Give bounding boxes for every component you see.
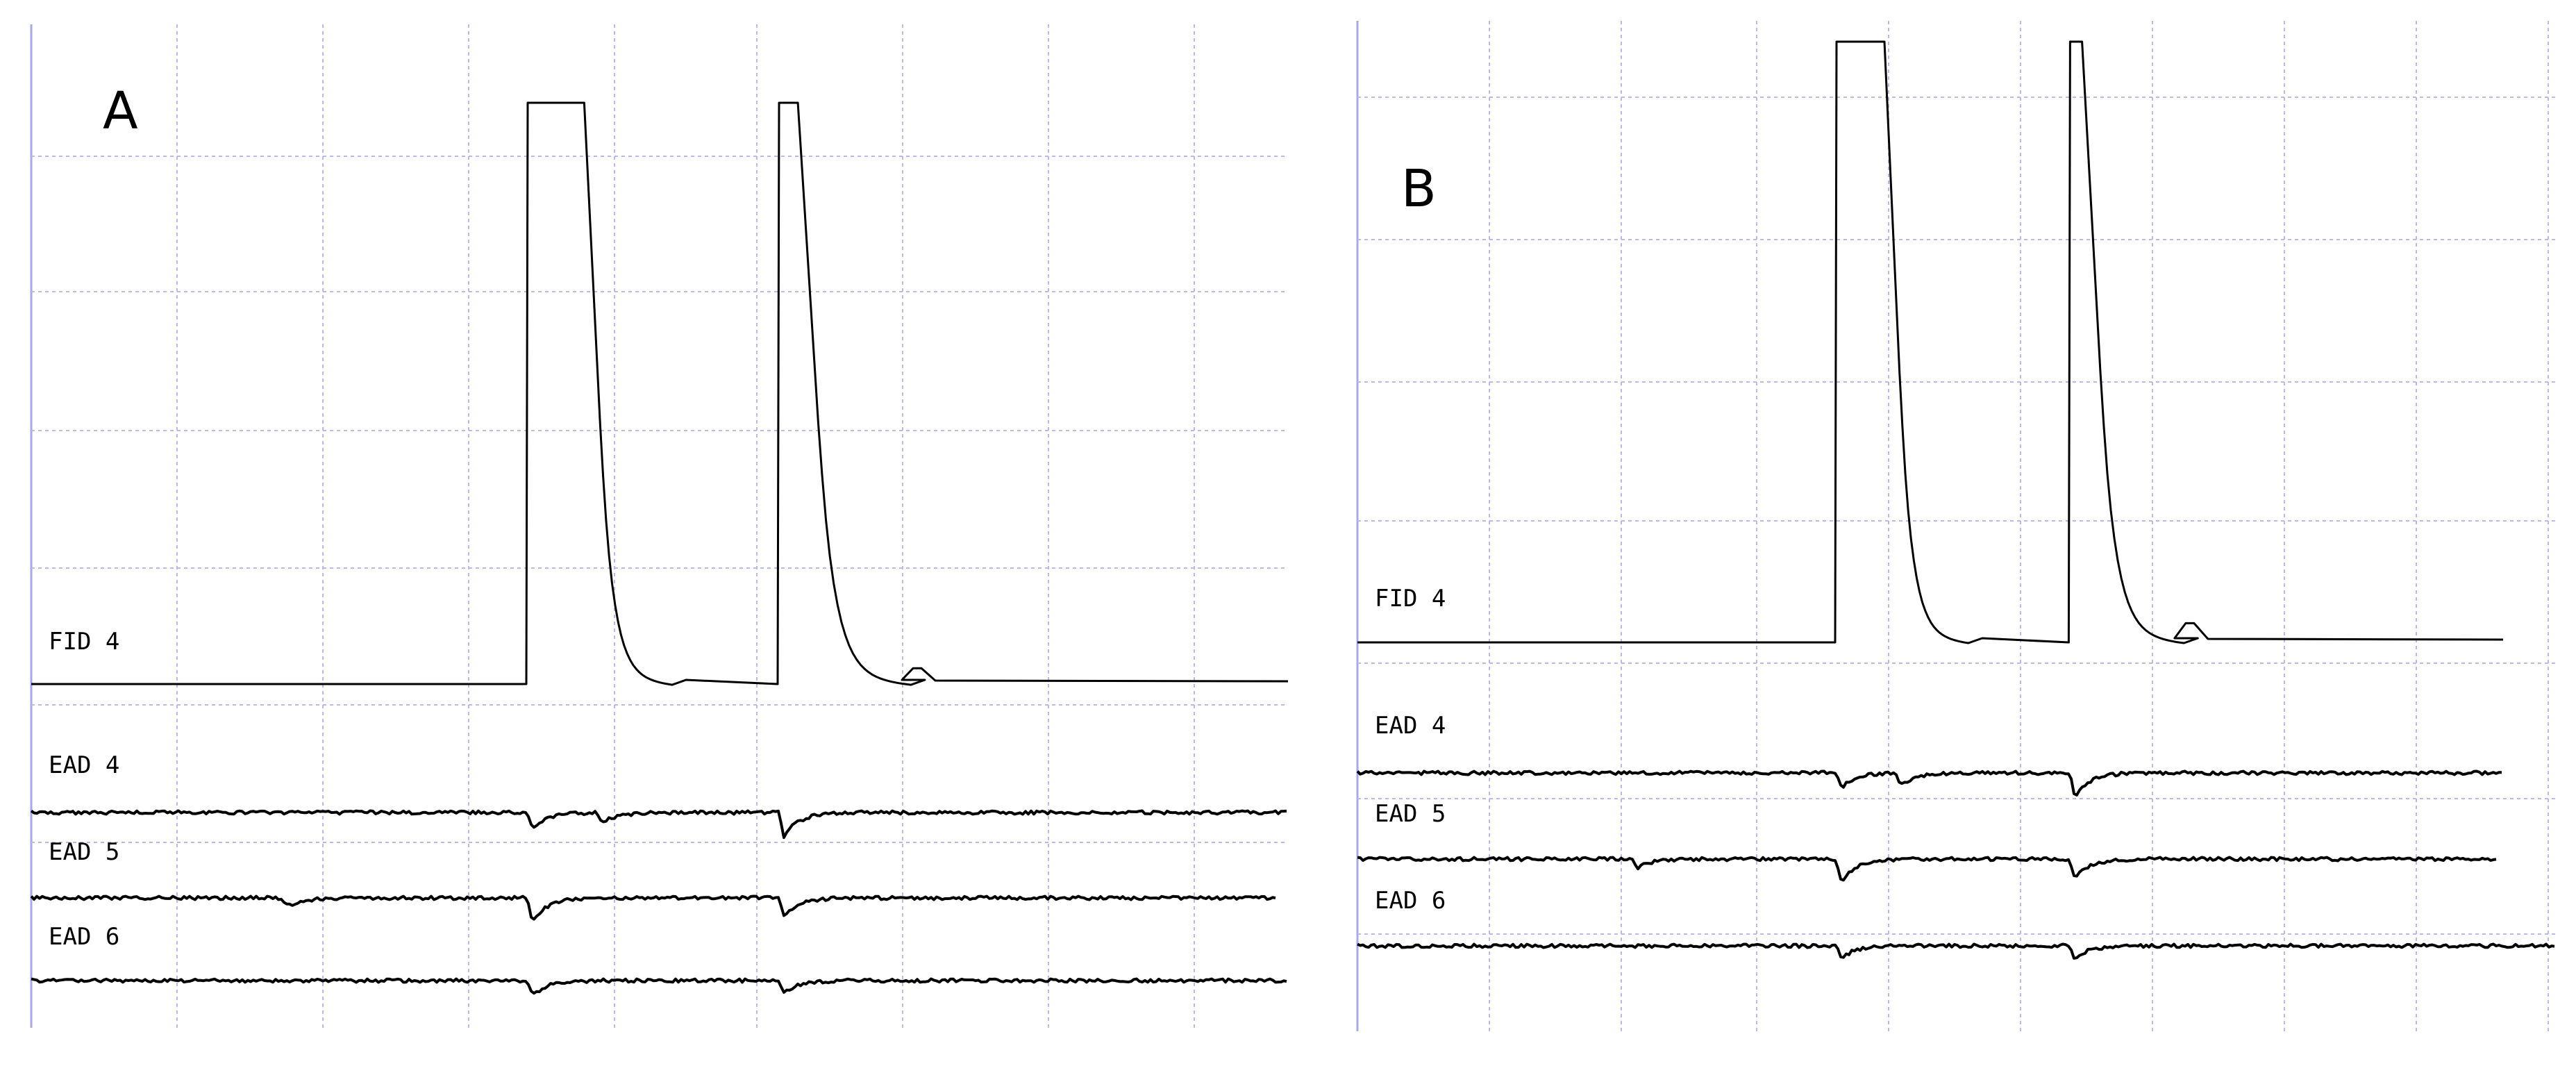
panel-b-trace-fid4: [1357, 40, 2504, 644]
panel-b-label-ead5: EAD 5: [1375, 800, 1446, 828]
panel-b-trace-ead6: [1357, 942, 2555, 960]
panel-b-trace-ead4: [1356, 769, 2502, 797]
panel-a-label-ead5: EAD 5: [49, 838, 119, 866]
panel-b-label-ead4: EAD 4: [1375, 712, 1446, 740]
panel-b-trace-ead5: [1357, 856, 2497, 882]
panel-a-traces: [30, 101, 1289, 995]
panel-a-trace-ead6: [31, 977, 1287, 995]
panel-a-trace-ead4: [30, 809, 1287, 840]
panel-a-trace-ead5: [30, 894, 1276, 921]
panel-b-traces: [1356, 40, 2555, 960]
panel-b: B FID 4 EAD 4 EAD 5 EAD 6: [1356, 21, 2555, 1031]
panel-a-label-ead4: EAD 4: [49, 751, 119, 779]
panel-b-letter: B: [1401, 159, 1437, 219]
panel-a-label-ead6: EAD 6: [49, 923, 119, 951]
panel-a-letter: A: [103, 81, 138, 141]
panel-a-grid: [30, 24, 1288, 1028]
panel-b-grid: [1356, 21, 2555, 1031]
panel-b-label-fid4: FID 4: [1375, 585, 1446, 613]
panel-a-label-fid4: FID 4: [49, 628, 119, 656]
panel-a-trace-fid4: [31, 101, 1289, 686]
panel-b-label-ead6: EAD 6: [1375, 887, 1446, 915]
panel-a: A FID 4 EAD 4 EAD 5 EAD 6: [30, 24, 1289, 1028]
